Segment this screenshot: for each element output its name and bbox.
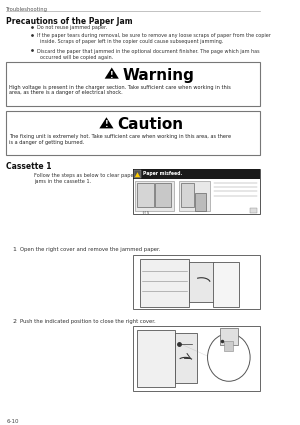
FancyBboxPatch shape xyxy=(135,181,174,211)
Text: Open the right cover and remove the jammed paper.: Open the right cover and remove the jamm… xyxy=(20,247,160,252)
Text: Troubleshooting: Troubleshooting xyxy=(6,7,48,12)
Text: Precautions of the Paper Jam: Precautions of the Paper Jam xyxy=(6,17,133,26)
Text: 6-10: 6-10 xyxy=(6,419,19,424)
Text: 2: 2 xyxy=(12,319,16,323)
Polygon shape xyxy=(135,172,140,177)
FancyBboxPatch shape xyxy=(134,170,141,178)
Text: High voltage is present in the charger section. Take sufficient care when workin: High voltage is present in the charger s… xyxy=(9,85,231,96)
FancyBboxPatch shape xyxy=(137,329,175,387)
FancyBboxPatch shape xyxy=(133,255,260,309)
FancyBboxPatch shape xyxy=(213,262,239,306)
Text: Warning: Warning xyxy=(122,68,194,83)
Text: 1: 1 xyxy=(12,247,16,252)
FancyBboxPatch shape xyxy=(133,169,260,179)
FancyBboxPatch shape xyxy=(189,262,214,302)
FancyBboxPatch shape xyxy=(6,111,260,155)
Text: Caution: Caution xyxy=(117,117,183,133)
FancyBboxPatch shape xyxy=(224,341,233,351)
FancyBboxPatch shape xyxy=(220,328,238,346)
FancyBboxPatch shape xyxy=(250,208,257,213)
FancyBboxPatch shape xyxy=(136,183,154,207)
FancyBboxPatch shape xyxy=(133,169,260,214)
Text: Follow the steps as below to clear paper
jams in the cassette 1.: Follow the steps as below to clear paper… xyxy=(34,173,136,184)
Text: Push the indicated position to close the right cover.: Push the indicated position to close the… xyxy=(20,319,155,323)
Polygon shape xyxy=(105,68,119,79)
Text: Discard the paper that jammed in the optional document finisher. The page which : Discard the paper that jammed in the opt… xyxy=(37,49,260,60)
Text: The fixing unit is extremely hot. Take sufficient care when working in this area: The fixing unit is extremely hot. Take s… xyxy=(9,134,231,145)
Text: If the paper tears during removal, be sure to remove any loose scraps of paper f: If the paper tears during removal, be su… xyxy=(37,33,271,44)
Text: Cassette 1: Cassette 1 xyxy=(6,162,52,171)
FancyBboxPatch shape xyxy=(175,334,197,383)
Circle shape xyxy=(208,334,250,381)
Text: Do not reuse jammed paper.: Do not reuse jammed paper. xyxy=(37,25,107,30)
Text: J07 N: J07 N xyxy=(142,211,149,215)
FancyBboxPatch shape xyxy=(155,183,171,207)
FancyBboxPatch shape xyxy=(195,193,206,211)
FancyBboxPatch shape xyxy=(179,181,210,211)
Text: !: ! xyxy=(105,120,108,129)
FancyBboxPatch shape xyxy=(140,259,189,306)
Polygon shape xyxy=(99,117,113,128)
Text: !: ! xyxy=(110,71,114,79)
FancyBboxPatch shape xyxy=(6,62,260,105)
FancyBboxPatch shape xyxy=(181,183,194,207)
FancyBboxPatch shape xyxy=(133,326,260,391)
Text: Paper misfeed.: Paper misfeed. xyxy=(143,171,182,176)
